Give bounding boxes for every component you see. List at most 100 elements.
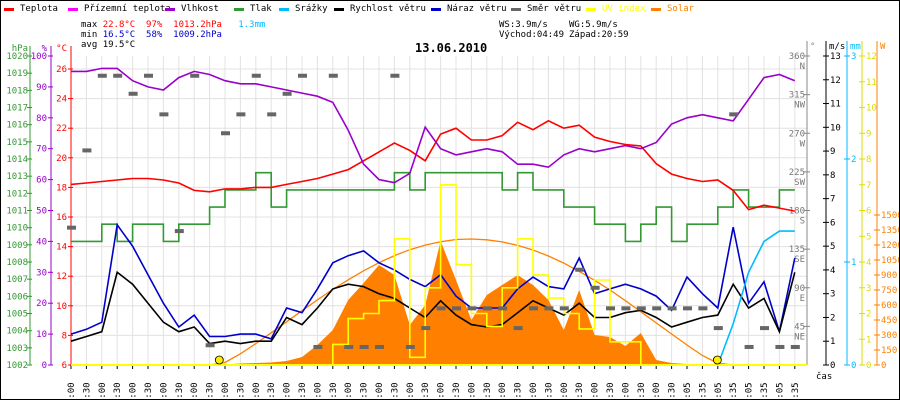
rain-tick-label: 2 xyxy=(851,155,856,165)
legend-label: Rychlost větru xyxy=(350,4,426,14)
rychlost-vetru-line xyxy=(70,270,796,345)
press-tick-label: 1005 xyxy=(6,310,28,320)
wind-direction-mark xyxy=(790,344,800,349)
wind-tick-label: 12 xyxy=(830,76,841,86)
max-temp: 22.8°C xyxy=(102,20,136,30)
wind-direction-mark xyxy=(221,131,230,136)
x-tick-label: 19:00 xyxy=(652,382,662,399)
wind-direction-mark xyxy=(267,112,277,117)
dir-tick-label: 315 xyxy=(789,91,805,101)
solar-tick-label: 1050 xyxy=(881,256,899,266)
solar-tick-label: 150 xyxy=(881,346,897,356)
dir-tick-label: 135 xyxy=(789,245,805,255)
wind-direction-mark xyxy=(436,306,446,311)
wind-direction-mark xyxy=(282,91,292,96)
x-tick-label: 22:05 xyxy=(745,382,755,399)
hum-tick-label: 90 xyxy=(36,83,47,93)
press-tick-label: 1016 xyxy=(6,121,28,131)
wind-direction-mark xyxy=(405,344,415,349)
legend-smer-vetru: Směr větru xyxy=(511,4,581,14)
solar-tick-label: 1200 xyxy=(881,241,899,251)
rain-tick-label: 3 xyxy=(851,52,856,62)
wind-direction-mark xyxy=(452,306,461,311)
press-tick-label: 1008 xyxy=(6,258,28,268)
sunset-marker-icon xyxy=(712,355,722,365)
wind-direction-mark xyxy=(544,306,554,311)
dir-tick-compass: NW xyxy=(794,101,805,111)
uv-tick-label: 8 xyxy=(866,155,871,165)
dir-tick-label: 270 xyxy=(789,129,805,139)
temp-tick-label: 26 xyxy=(56,65,67,75)
wind-direction-mark xyxy=(328,73,338,78)
uv-tick-label: 1 xyxy=(866,335,871,345)
x-tick-label: 02:00 xyxy=(129,382,139,399)
uv-tick-label: 9 xyxy=(866,129,871,139)
temp-tick-label: 24 xyxy=(56,95,67,105)
x-tick-label: 14:00 xyxy=(498,382,508,399)
x-tick-label: 18:00 xyxy=(621,382,631,399)
legend-swatch xyxy=(511,7,521,11)
x-tick-label: 00:30 xyxy=(82,382,92,399)
dir-tick-compass: SW xyxy=(794,178,805,188)
stats-avg: avg 19.5°C xyxy=(81,40,135,50)
temp-tick-label: 10 xyxy=(56,302,67,312)
wind-tick-label: 13 xyxy=(830,52,841,62)
wind-tick-label: 11 xyxy=(830,100,841,110)
x-tick-label: 06:00 xyxy=(252,382,262,399)
stat-label: min xyxy=(81,30,98,40)
legend-label: Náraz větru xyxy=(447,4,507,14)
solar-tick-label: 1350 xyxy=(881,226,899,236)
x-tick-label: 20:35 xyxy=(698,382,708,399)
press-tick-label: 1006 xyxy=(6,292,28,302)
legend-label: Směr větru xyxy=(527,4,582,14)
sunrise-marker-icon xyxy=(214,355,224,365)
wind-direction-mark xyxy=(652,306,662,311)
legend-swatch xyxy=(165,7,175,11)
wind-direction-mark xyxy=(144,73,153,78)
tlak-line xyxy=(71,171,795,243)
uv-tick-label: 5 xyxy=(866,232,871,242)
x-tick-label: 06:30 xyxy=(267,382,277,399)
wind-direction-mark xyxy=(482,306,492,311)
wind-tick-label: 1 xyxy=(830,337,835,347)
wind-gust-stat: WG:5.9m/s xyxy=(569,20,618,30)
wind-tick-label: 0 xyxy=(830,361,835,371)
x-tick-label: 11:00 xyxy=(406,382,416,399)
wind-direction-mark xyxy=(190,73,200,78)
solar-tick-label: 600 xyxy=(881,301,897,311)
wind-direction-mark xyxy=(236,112,246,117)
x-tick-label: 04:00 xyxy=(190,382,200,399)
uv-tick-label: 0 xyxy=(866,361,871,371)
x-tick-label: 21:35 xyxy=(729,382,739,399)
hum-tick-label: 0 xyxy=(42,361,47,371)
press-tick-label: 1010 xyxy=(6,224,28,234)
press-tick-label: 1003 xyxy=(6,344,28,354)
rain-tick-label: 0 xyxy=(851,361,856,371)
rain-total: 1.3mm xyxy=(238,20,266,30)
legend-rychlost-vetru: Rychlost větru xyxy=(334,4,426,14)
x-tick-label: 04:30 xyxy=(206,382,216,399)
legend-srazky: Srážky xyxy=(279,4,328,14)
rain-tick-label: 1 xyxy=(851,258,856,268)
uv-tick-label: 11 xyxy=(866,78,877,88)
wind-direction-mark xyxy=(606,306,615,311)
press-tick-label: 1007 xyxy=(6,275,28,285)
wind-direction-mark xyxy=(359,344,369,349)
x-tick-label: 03:30 xyxy=(175,382,185,399)
temp-tick-label: 6 xyxy=(62,361,67,371)
wind-direction-mark xyxy=(251,73,261,78)
legend-swatch xyxy=(68,7,78,11)
teplota-line xyxy=(70,119,795,212)
wind-direction-mark xyxy=(713,326,723,331)
x-tick-label: 10:00 xyxy=(375,382,385,399)
hum-tick-label: 60 xyxy=(36,176,47,186)
x-tick-label: 03:00 xyxy=(159,382,169,399)
dir-tick-compass: NE xyxy=(794,332,805,342)
legend-teplota: Teplota xyxy=(4,4,58,14)
solar-axis-unit: W xyxy=(880,42,886,52)
legend-vlhkost: Vlhkost xyxy=(165,4,219,14)
dir-tick-compass: W xyxy=(800,139,806,149)
uv-tick-label: 3 xyxy=(866,284,871,294)
wind-direction-mark xyxy=(82,148,92,153)
x-tick-label: 05:30 xyxy=(236,382,246,399)
